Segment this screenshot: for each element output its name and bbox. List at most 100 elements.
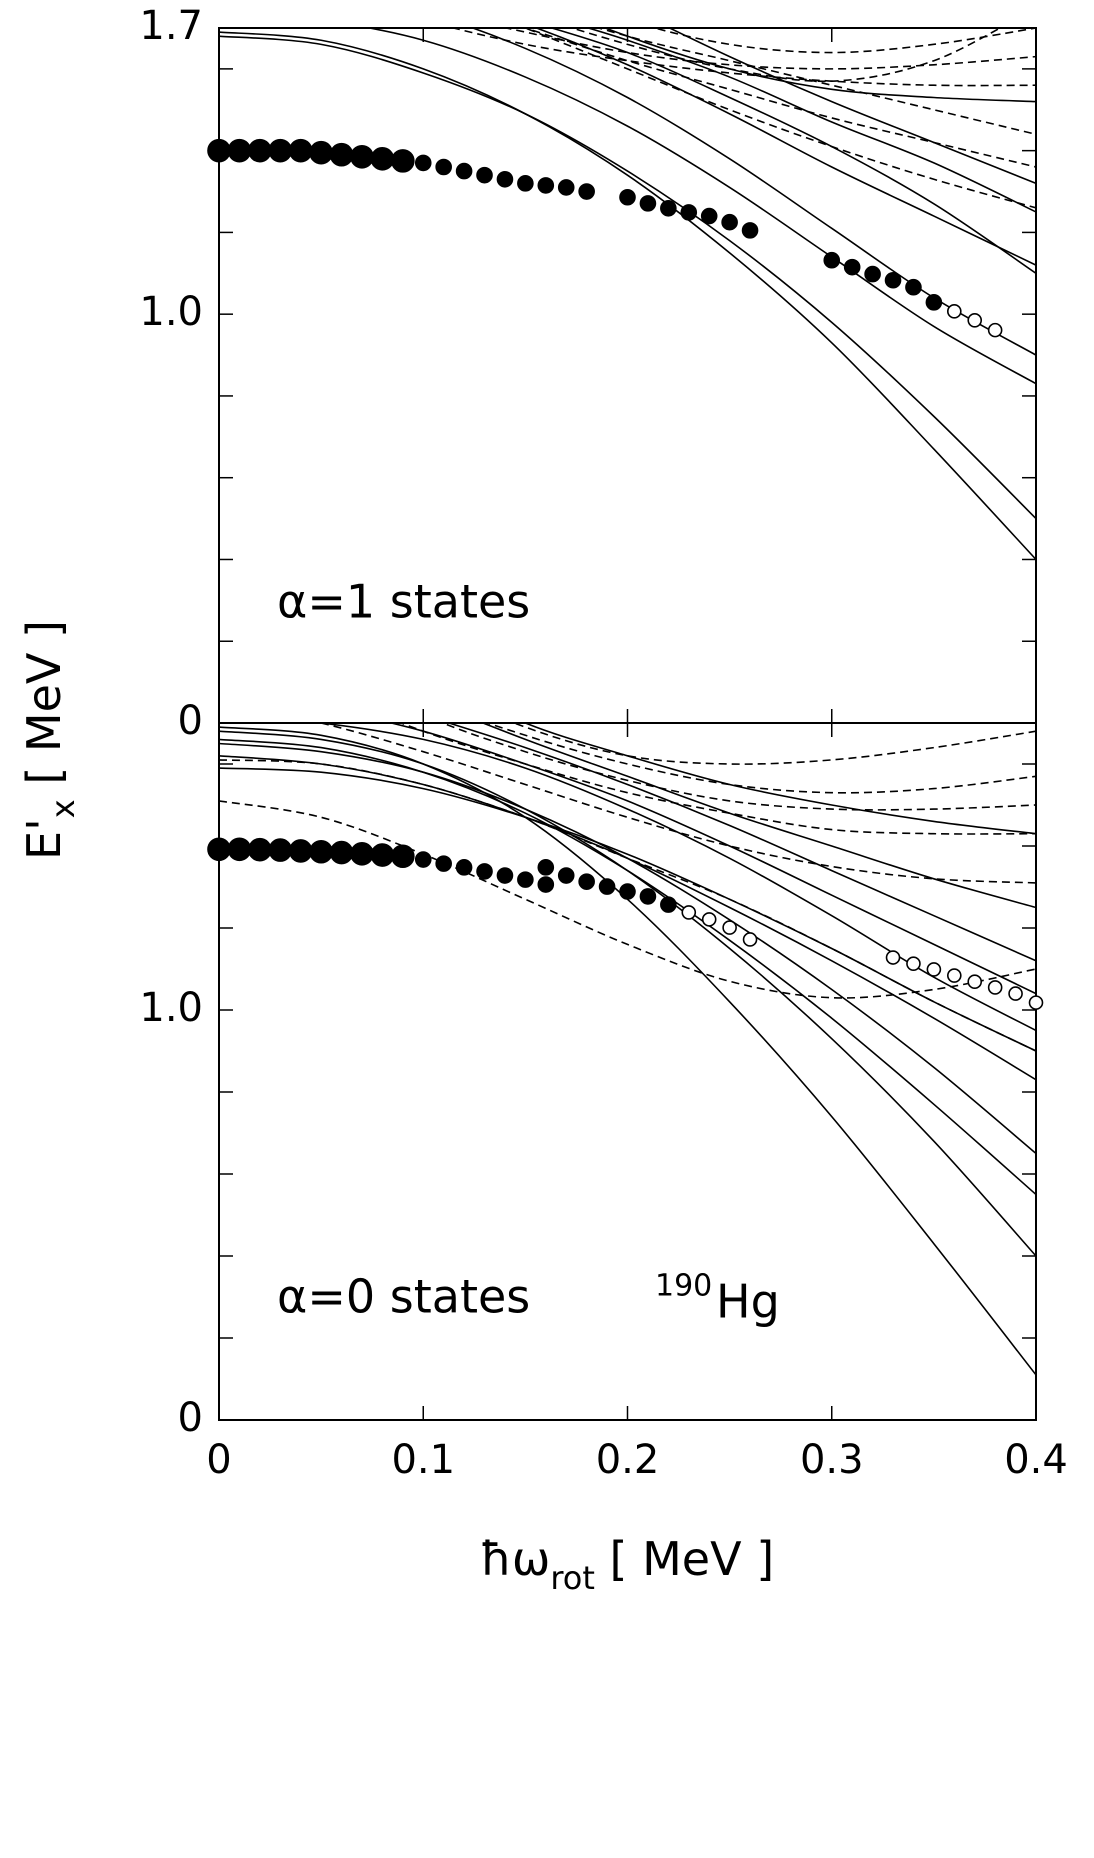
x-axis-label: ħωrot [ MeV ] bbox=[480, 1532, 774, 1597]
y-tick-label: 1.0 bbox=[139, 289, 203, 335]
filled-point bbox=[680, 204, 698, 221]
open-point bbox=[722, 920, 737, 935]
filled-point bbox=[248, 837, 272, 862]
dashed-curve bbox=[398, 723, 1036, 835]
open-point bbox=[1028, 995, 1044, 1010]
dashed-curve bbox=[317, 723, 1036, 884]
filled-point bbox=[496, 170, 514, 188]
filled-point bbox=[268, 838, 293, 862]
y-label-sub: x bbox=[44, 799, 82, 818]
solid-curve bbox=[219, 730, 1036, 1257]
solid-curve bbox=[446, 723, 1036, 962]
filled-point bbox=[207, 837, 231, 862]
open-point bbox=[987, 322, 1003, 338]
filled-point bbox=[537, 859, 555, 876]
filled-point bbox=[435, 158, 452, 176]
y-label-rest: [ MeV ] bbox=[17, 620, 71, 799]
filled-point bbox=[823, 251, 841, 269]
x-label-sub: rot bbox=[550, 1559, 595, 1597]
y-axis-label: E'x [ MeV ] bbox=[17, 620, 82, 860]
filled-point bbox=[925, 294, 943, 311]
x-tick-label: 0.2 bbox=[596, 1437, 660, 1483]
filled-point bbox=[227, 138, 252, 163]
annotation: α=1 states bbox=[277, 575, 530, 629]
solid-curve bbox=[388, 723, 1036, 995]
filled-point bbox=[598, 878, 616, 895]
open-point bbox=[987, 980, 1003, 995]
solid-curve bbox=[667, 28, 1036, 185]
filled-point bbox=[700, 207, 718, 225]
open-point bbox=[885, 950, 901, 965]
panel: 0 1.0 0 0.1 0.2 0.3 0.4 α=0 states 190 Hg ħωrot [ … bbox=[17, 620, 1068, 1597]
solid-curve bbox=[523, 723, 1036, 835]
dashed-curve bbox=[522, 28, 1036, 168]
filled-point bbox=[905, 278, 922, 296]
x-tick-label: 0.1 bbox=[391, 1437, 455, 1483]
dashed-curve bbox=[440, 723, 1036, 811]
open-point bbox=[1008, 986, 1023, 1001]
filled-point bbox=[455, 859, 473, 876]
dashed-curve bbox=[450, 28, 1036, 87]
open-point bbox=[742, 932, 758, 947]
dashed-curve bbox=[484, 723, 1036, 794]
nucleus-symbol: Hg bbox=[716, 1275, 780, 1329]
filled-point bbox=[578, 873, 595, 890]
x-tick-label: 0.3 bbox=[800, 1437, 864, 1483]
plot-frame bbox=[218, 722, 1037, 1421]
solid-curve bbox=[534, 28, 1036, 266]
filled-point bbox=[476, 863, 493, 880]
filled-point bbox=[435, 855, 452, 872]
filled-point bbox=[309, 839, 333, 864]
solid-curve bbox=[219, 755, 1036, 1081]
open-point bbox=[946, 968, 962, 983]
filled-point bbox=[329, 840, 354, 865]
x-label-main: ħω bbox=[480, 1532, 550, 1586]
y-label-main: E' bbox=[17, 818, 71, 860]
filled-point bbox=[864, 265, 881, 283]
plot-area bbox=[219, 723, 1036, 1376]
panel: 0 1.0 1.7 α=1 states bbox=[139, 3, 1037, 744]
solid-curve bbox=[219, 726, 1036, 1376]
filled-point bbox=[455, 162, 473, 180]
filled-point bbox=[227, 837, 252, 862]
filled-point bbox=[350, 144, 374, 169]
filled-point bbox=[329, 142, 354, 167]
y-tick-label: 1.0 bbox=[139, 985, 203, 1031]
filled-point bbox=[288, 839, 313, 863]
filled-point bbox=[639, 195, 657, 212]
solid-curve bbox=[219, 35, 1036, 520]
filled-point bbox=[578, 183, 595, 200]
solid-curve bbox=[219, 767, 1036, 1052]
nucleus-mass: 190 bbox=[655, 1269, 712, 1304]
filled-point bbox=[370, 147, 395, 171]
filled-point bbox=[639, 888, 657, 905]
filled-point bbox=[619, 883, 636, 900]
x-tick-label: 0 bbox=[206, 1437, 231, 1483]
dashed-curve bbox=[523, 28, 1036, 209]
solid-curve bbox=[585, 28, 1036, 213]
filled-point bbox=[660, 199, 677, 217]
open-point bbox=[967, 974, 983, 990]
filled-point bbox=[248, 138, 272, 163]
solid-curve bbox=[219, 742, 1036, 1155]
solid-curve bbox=[470, 28, 1036, 356]
filled-point bbox=[207, 138, 231, 163]
filled-point bbox=[660, 896, 677, 913]
filled-point bbox=[537, 876, 555, 893]
x-tick-label: 0.4 bbox=[1004, 1437, 1068, 1483]
filled-point bbox=[476, 166, 493, 184]
solid-curve bbox=[549, 28, 1036, 274]
solid-curve bbox=[313, 723, 1036, 1032]
dashed-curve bbox=[569, 28, 1002, 83]
filled-point bbox=[557, 867, 575, 884]
open-point bbox=[967, 313, 983, 328]
solid-curve bbox=[365, 28, 1036, 385]
filled-point bbox=[391, 149, 415, 173]
filled-point bbox=[517, 175, 534, 192]
solid-curve bbox=[480, 723, 1036, 909]
solid-curve bbox=[219, 738, 1036, 1196]
filled-point bbox=[414, 154, 432, 172]
plot-area bbox=[219, 28, 1036, 561]
y-tick-label: 0 bbox=[178, 1395, 203, 1441]
